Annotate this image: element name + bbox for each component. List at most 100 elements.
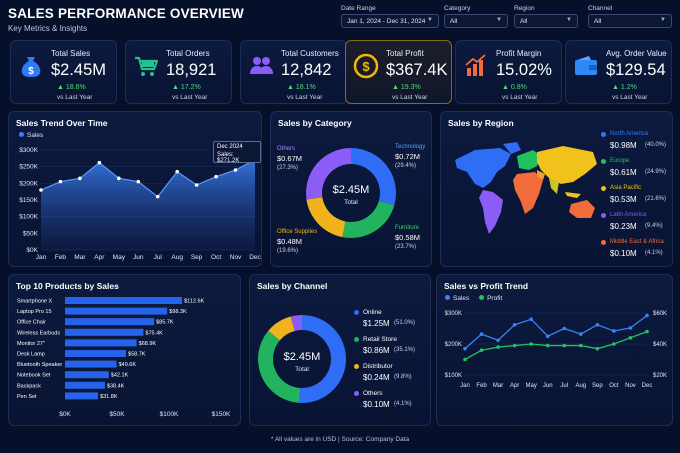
- kpi-comparison: vs Last Year: [502, 94, 538, 101]
- panel-title: Sales Trend Over Time: [16, 118, 108, 128]
- channel-legend-item: Retail Store $0.86M (35.1%): [354, 336, 424, 360]
- bar-value-label: $42.1K: [111, 373, 129, 379]
- kpi-card-avg-order-value: Avg. Order Value $129.54 ▲ 1.2% vs Last …: [565, 40, 672, 104]
- slice-name: Others: [277, 146, 296, 152]
- legend-dot: [601, 240, 606, 245]
- x-tick-label: Jan: [460, 383, 470, 389]
- series-line: [464, 314, 648, 350]
- series-point: [463, 346, 467, 351]
- kpi-card-total-orders: Total Orders 18,921 ▲ 17.2% vs Last Year: [125, 40, 232, 104]
- product-bar: [65, 392, 99, 400]
- region-legend-item: Latin America $0.23M (9.4%): [601, 211, 676, 237]
- series-point: [645, 329, 649, 334]
- bar-value-label: $38.4K: [107, 383, 125, 389]
- filter-date-range: Date Range Jan 1, 2024 - Dec 31, 2024 ▼: [341, 5, 439, 28]
- category-donut-chart: [306, 148, 396, 238]
- filter-channel: Channel All ▼: [588, 5, 672, 28]
- kpi-label: Total Orders: [166, 49, 210, 58]
- slice-pct: (27.3%): [277, 165, 299, 171]
- donut-slice: [290, 315, 302, 331]
- series-point: [645, 313, 649, 318]
- sales-point: [155, 194, 160, 199]
- series-point: [545, 343, 550, 348]
- channel-select[interactable]: All ▼: [588, 14, 672, 28]
- y-right-tick-label: $40K: [653, 342, 667, 348]
- category-label-office-supplies: Office Supplies $0.48M (19.6%): [277, 229, 317, 254]
- channel-value: $1.25M: [363, 319, 390, 328]
- page-header: SALES PERFORMANCE OVERVIEW Key Metrics &…: [8, 6, 244, 33]
- panel-title: Top 10 Products by Sales: [16, 281, 119, 291]
- sales-trend-chart: $0K $50K $100K $150K $200K $250K $300K Jan Feb Ma…: [19, 147, 261, 261]
- legend-dot: [479, 295, 485, 300]
- series-point: [512, 322, 517, 327]
- category-select[interactable]: All ▼: [444, 14, 508, 28]
- series-point: [595, 322, 600, 327]
- donut-total-value: $2.45M: [332, 184, 370, 196]
- bar-value-label: $31.8K: [100, 394, 118, 400]
- shopping-cart-icon: [135, 56, 159, 76]
- series-point: [529, 317, 533, 321]
- region-legend-item: Asia Pacific $0.53M (21.6%): [601, 184, 676, 210]
- y-tick-label: $300K: [19, 147, 38, 154]
- legend-dot: [601, 132, 606, 137]
- bar-value-label: $98.3K: [169, 309, 187, 315]
- kpi-comparison: vs Last Year: [612, 94, 648, 101]
- map-africa-middle-east: [513, 172, 543, 214]
- region-name: Latin America: [610, 212, 647, 218]
- kpi-value: $367.4K: [386, 61, 448, 79]
- series-point: [612, 329, 616, 333]
- sales-point: [233, 168, 238, 172]
- x-tick-label: May: [526, 383, 537, 389]
- kpi-label: Total Profit: [386, 49, 424, 58]
- donut-slice: [306, 148, 351, 200]
- category-label-furniture: Furniture $0.58M (23.7%): [395, 225, 420, 250]
- channel-donut-chart: [258, 315, 346, 403]
- sales-point: [97, 160, 102, 165]
- x-tick-label: $100K: [160, 411, 179, 418]
- x-tick-label: Jul: [560, 383, 568, 389]
- slice-name: Furniture: [395, 225, 420, 231]
- series-point: [479, 332, 484, 336]
- sales-vs-profit-chart: $100K $200K $300K $20K $40K $60K Jan Feb Mar Apr M…: [445, 311, 667, 389]
- x-tick-label: May: [113, 254, 126, 261]
- filter-label: Date Range: [341, 5, 376, 12]
- donut-slice: [306, 197, 346, 238]
- bar-category-label: Office Chair: [17, 320, 46, 326]
- money-bag-icon: $: [21, 57, 41, 77]
- kpi-delta: ▲ 19.3%: [392, 84, 421, 91]
- region-name: Asia Pacific: [610, 185, 642, 191]
- map-middle-east: [537, 170, 545, 180]
- kpi-delta: ▲ 17.2%: [172, 84, 201, 91]
- y-tick-label: $150K: [19, 197, 38, 204]
- sales-area: [41, 159, 255, 250]
- region-pct: (4.1%): [645, 250, 663, 256]
- bar-category-label: Laptop Pro 15: [17, 309, 52, 315]
- region-value: $0.53M: [610, 195, 637, 204]
- filter-label: Category: [444, 5, 471, 12]
- y-left-tick-label: $300K: [445, 311, 462, 317]
- legend-dot: [354, 337, 359, 342]
- filter-value: All: [520, 18, 528, 25]
- donut-slice: [351, 148, 396, 206]
- product-bar: [65, 381, 105, 389]
- date-range-select[interactable]: Jan 1, 2024 - Dec 31, 2024 ▼: [341, 14, 439, 28]
- kpi-delta: ▲ 1.2%: [612, 84, 637, 91]
- donut-slice: [268, 316, 295, 341]
- tooltip-title: Dec 2024: [217, 144, 243, 150]
- legend-label: Profit: [487, 295, 503, 302]
- y-right-tick-label: $60K: [653, 311, 667, 317]
- region-name: North America: [610, 131, 649, 137]
- kpi-label: Profit Margin: [496, 49, 542, 58]
- region-value: $0.23M: [610, 222, 637, 231]
- bar-value-label: $112.6K: [184, 299, 204, 305]
- region-legend-item: Middle East & Africa $0.10M (4.1%): [601, 238, 676, 264]
- filter-label: Region: [514, 5, 535, 12]
- region-select[interactable]: All ▼: [514, 14, 578, 28]
- kpi-value: 12,842: [281, 61, 332, 79]
- map-asia: [537, 146, 597, 184]
- kpi-label: Avg. Order Value: [606, 49, 667, 58]
- page-title: SALES PERFORMANCE OVERVIEW: [8, 6, 244, 21]
- map-north-america: [455, 148, 511, 188]
- kpi-delta: ▲ 18.6%: [57, 84, 86, 91]
- legend-dot: [354, 310, 359, 315]
